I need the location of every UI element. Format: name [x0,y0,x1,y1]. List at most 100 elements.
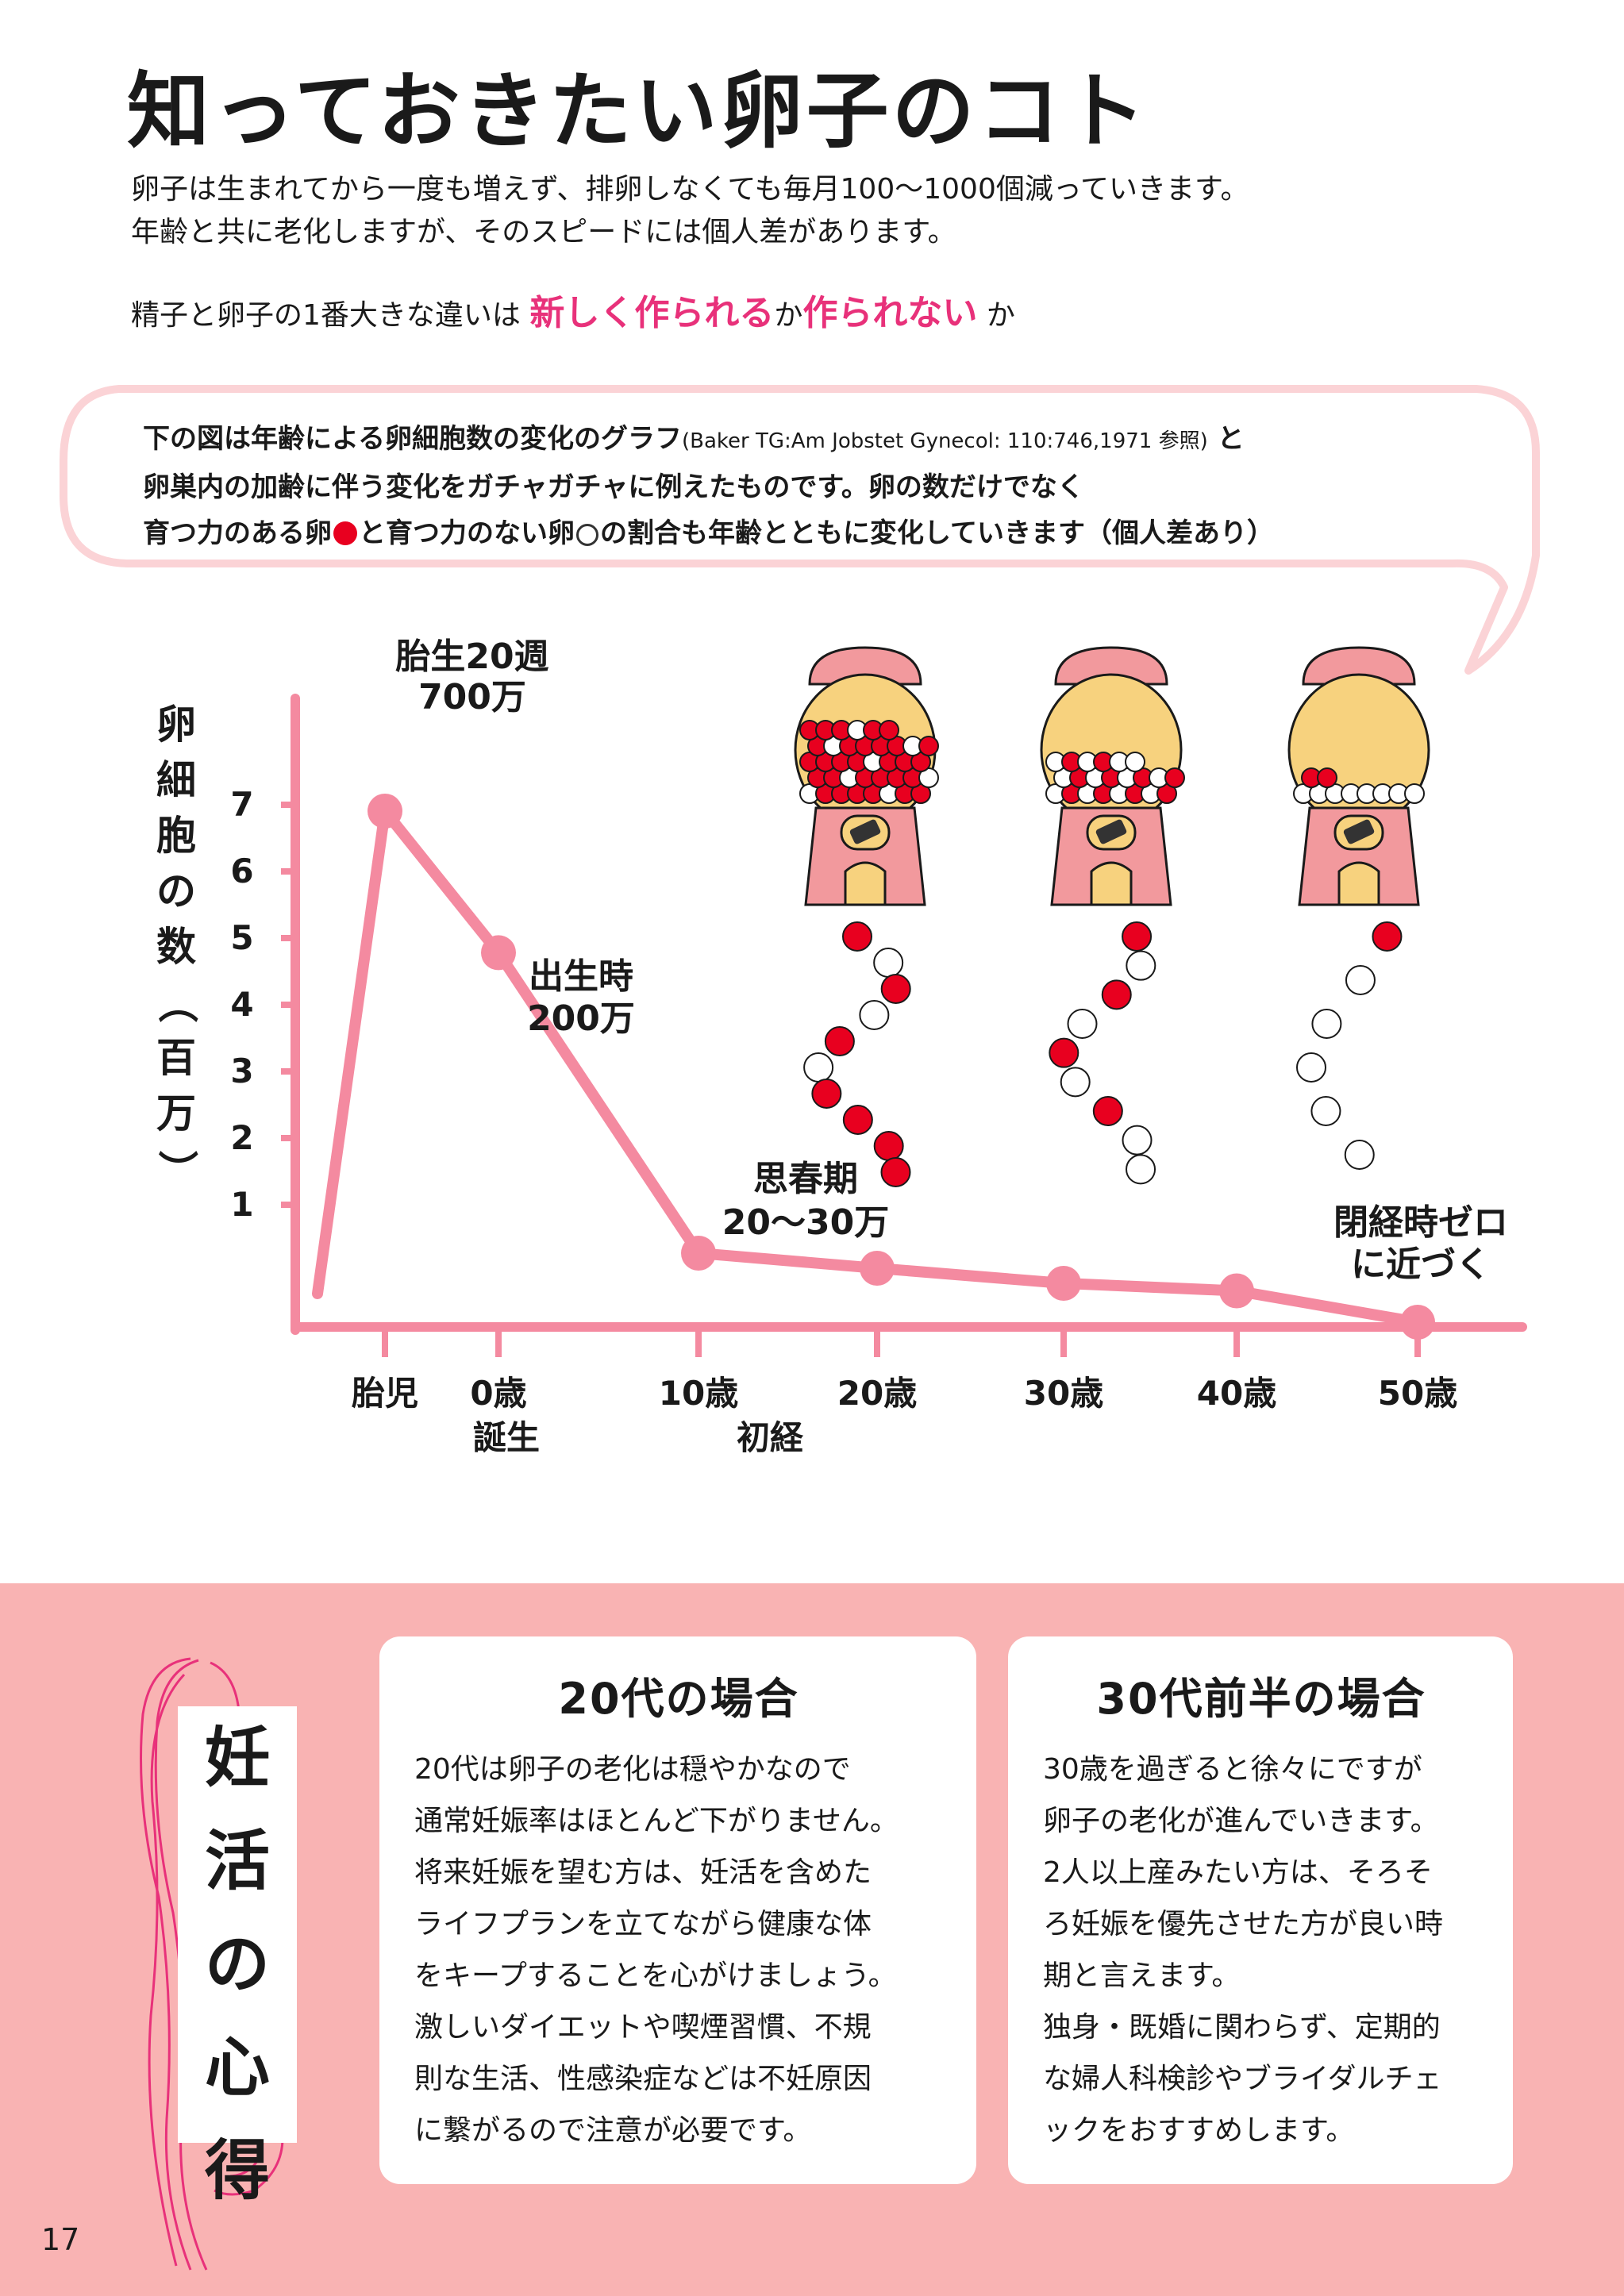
gacha-slot-handle [1343,819,1375,844]
gacha-globe [1287,673,1430,827]
annotation-line1: 閉経時ゼロ [1333,1202,1508,1243]
gacha-slot-handle [1095,819,1127,844]
y-axis-label-char: の [156,868,196,914]
bubble-line-1: 下の図は年齢による卵細胞数の変化のグラフ(Baker TG:Am Jobstet… [143,416,1274,464]
annotation-line2: に近づく [1351,1244,1491,1285]
diff-highlight-not-created: 作られない [802,293,978,333]
bubble-text: 下の図は年齢による卵細胞数の変化のグラフ(Baker TG:Am Jobstet… [143,416,1274,556]
red-egg-falling [1092,1096,1123,1126]
card-30s-line: ろ妊娠を優先させた方が良い時 [1043,1908,1444,1940]
y-axis-label-char: 万 [156,1090,196,1136]
gacha-body [1050,806,1172,906]
gacha-cap [808,646,922,686]
y-axis-label-char: 卵 [156,702,196,748]
red-egg-falling [824,1026,855,1056]
annotation-line2: 200万 [527,998,635,1039]
y-tick-label: 2 [230,1118,253,1157]
x-tick-label: 10歳 [659,1374,738,1413]
white-egg-inside [1404,783,1425,804]
card-20s-line: 通常妊娠率はほとんど下がりません。 [414,1805,899,1837]
diff-suffix: か [986,299,1015,332]
card-30s-line: 2人以上産みたい方は、そろそ [1043,1856,1433,1889]
white-egg-falling [1122,1125,1153,1156]
speech-bubble [60,385,1540,675]
x-tick-label: 20歳 [837,1374,917,1413]
card-early-30s: 30代前半の場合 30歳を過ぎると徐々にですが 卵子の老化が進んでいきます。 2… [1008,1636,1513,2184]
y-tick-label: 7 [230,785,253,824]
card-20s-title: 20代の場合 [558,1674,799,1724]
gacha-outlet [1337,861,1380,906]
y-axis-label-char: 数 [156,924,196,970]
white-egg-falling [1126,950,1156,981]
intro-line-2: 年齢と共に老化しますが、そのスピードには個人差があります。 [131,216,956,248]
data-point [1046,1266,1081,1301]
red-egg-falling [1372,921,1403,952]
white-egg-falling [1126,1154,1156,1185]
red-egg-inside [918,736,939,756]
white-egg-falling [873,948,904,978]
difference-statement: 精子と卵子の1番大きな違いは 新しく作られるか作られない か [131,284,1015,335]
gacha-globe [1040,673,1183,827]
x-tick-sublabel: 初経 [737,1418,804,1457]
tag-char-2: 活 [204,1823,270,1899]
y-axis-label-char: 細 [156,757,196,803]
red-egg-falling [811,1079,842,1109]
white-egg-falling [803,1052,834,1083]
gacha-body [1298,806,1420,906]
red-egg-inside [1317,767,1337,788]
tag-char-3: の [204,1926,270,2002]
intro-line-1: 卵子は生まれてから一度も増えず、排卵しなくても毎月100〜1000個減っていきま… [131,173,1249,206]
bubble-line-1-end: と [1217,423,1245,455]
red-egg-falling [1122,921,1153,952]
red-egg-falling [880,974,911,1004]
red-egg-inside [1164,767,1185,788]
x-tick-label: 30歳 [1024,1374,1103,1413]
red-egg-falling [1101,979,1132,1010]
diff-highlight-created: 新しく作られる [529,293,775,333]
white-egg-falling [1060,1067,1091,1098]
card-20s-line: ライフプランを立てながら健康な体 [414,1908,872,1940]
y-tick-label: 5 [230,918,253,957]
tag-char-5: 得 [204,2133,270,2209]
tag-char-4: 心 [204,2029,270,2106]
card-20s-line: 則な生活、性感染症などは不妊原因 [414,2063,872,2095]
x-tick-label: 0歳 [470,1374,526,1413]
card-30s-line: 30歳を過ぎると徐々にですが [1043,1753,1422,1786]
card-20s: 20代の場合 20代は卵子の老化は穏やかなので 通常妊娠率はほとんど下がりません… [379,1636,976,2184]
bubble-line-3-c: の割合も年齢とともに変化していきます（個人差あり） [600,517,1274,549]
data-point [368,794,402,829]
gacha-slot-handle [849,819,881,844]
annotation-line1: 思春期 [753,1159,858,1199]
data-point [481,935,516,971]
page-title: 知っておきたい卵子のコト [127,63,1149,160]
annotation-line1: 出生時 [529,956,633,997]
card-30s-line: 卵子の老化が進んでいきます。 [1043,1805,1439,1837]
y-axis-label-char: 胞 [156,813,196,859]
diff-mid: か [774,299,803,332]
y-tick-label: 1 [230,1185,253,1224]
pregnancy-tips-tag: 妊 活 の 心 得 [178,1706,297,2209]
bubble-line-3-b: と育つ力のない卵 [359,517,575,549]
annotation-line1: 胎生20週 [394,636,548,677]
x-tick-label: 50歳 [1378,1374,1457,1413]
card-20s-body: 20代は卵子の老化は穏やかなので 通常妊娠率はほとんど下がりません。 将来妊娠を… [414,1744,943,2156]
red-egg-falling [873,1131,904,1161]
white-egg-falling [1345,965,1376,995]
card-20s-line: 20代は卵子の老化は穏やかなので [414,1753,851,1786]
white-egg-falling [1310,1096,1341,1126]
diff-prefix: 精子と卵子の1番大きな違いは [131,299,521,332]
page-number: 17 [41,2222,80,2257]
card-20s-line: 激しいダイエットや喫煙習慣、不規 [414,2011,872,2044]
white-egg-falling [859,1000,890,1030]
white-egg-falling [1344,1140,1375,1170]
red-egg-inside [879,720,899,740]
bubble-line-3: 育つ力のある卵 と育つ力のない卵 の割合も年齢とともに変化していきます（個人差あり） [143,510,1274,556]
y-tick-label: 6 [230,852,253,890]
gacha-body [804,806,926,906]
y-tick-label: 4 [230,985,253,1024]
data-point [1400,1305,1435,1340]
bubble-line-2: 卵巣内の加齢に伴う変化をガチャガチャに例えたものです。卵の数だけでなく [143,471,1084,503]
bubble-line-1-main: 下の図は年齢による卵細胞数の変化のグラフ [143,423,682,455]
bubble-line-3-a: 育つ力のある卵 [143,517,332,549]
